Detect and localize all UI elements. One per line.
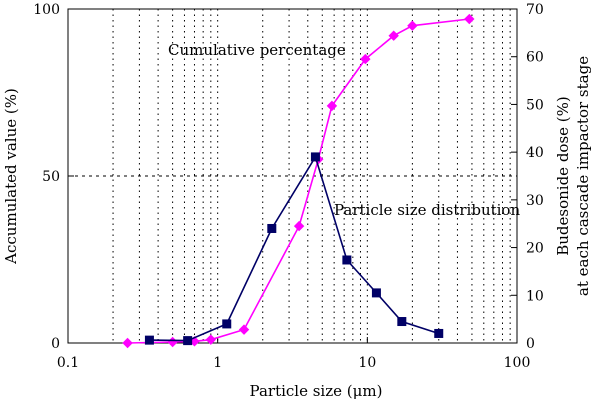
- y-right-axis-title-line1: Budesonide dose (%): [554, 96, 572, 256]
- axes: [67, 8, 518, 344]
- data-point-diamond: [407, 20, 418, 31]
- series-layer: [122, 13, 475, 349]
- data-point-diamond: [293, 220, 305, 232]
- y-right-tick-label: 50: [526, 97, 544, 113]
- y-left-tick-label: 0: [51, 336, 60, 352]
- y-right-tick-label: 20: [526, 241, 544, 257]
- x-tick-label: 0.1: [57, 355, 79, 371]
- data-point-square: [310, 152, 320, 162]
- data-point-square: [144, 335, 154, 345]
- series-cumulative: [122, 13, 475, 349]
- data-point-diamond: [360, 53, 371, 65]
- series-label-cumulative: Cumulative percentage: [168, 41, 346, 59]
- data-point-diamond: [326, 100, 338, 112]
- y-right-tick-label: 60: [526, 50, 544, 66]
- y-right-tick-label: 70: [526, 2, 544, 18]
- data-point-diamond: [388, 30, 399, 41]
- data-point-square: [342, 255, 352, 265]
- y-left-axis-title: Accumulated value (%): [2, 88, 20, 265]
- x-tick-label: 10: [358, 355, 376, 371]
- data-point-square: [397, 317, 407, 327]
- y-left-tick-label: 100: [33, 2, 60, 18]
- data-point-diamond: [167, 336, 178, 348]
- grid: [68, 9, 517, 343]
- y-right-tick-label: 40: [526, 145, 544, 161]
- data-point-square: [267, 223, 277, 233]
- series-label-distribution: Particle size distribution: [334, 201, 520, 219]
- tick-labels: 0.1 1 10 100 0 50 100 0 10 20 30 40 50 60 70: [33, 2, 544, 371]
- y-right-axis-title-line2: at each cascade impactor stage: [574, 56, 592, 296]
- series-line: [149, 154, 439, 342]
- x-tick-label: 100: [504, 355, 531, 371]
- y-left-tick-label: 50: [42, 169, 60, 185]
- data-point-diamond: [122, 337, 133, 349]
- x-tick-label: 1: [213, 355, 222, 371]
- data-point-diamond: [464, 13, 475, 25]
- data-point-diamond: [238, 324, 250, 335]
- data-point-square: [434, 328, 444, 338]
- y-right-tick-label: 10: [526, 288, 544, 304]
- series-line: [127, 18, 470, 344]
- x-axis-title: Particle size (μm): [250, 382, 383, 400]
- y-right-tick-label: 30: [526, 193, 544, 209]
- data-point-square: [371, 288, 381, 298]
- data-point-square: [222, 319, 232, 329]
- data-point-square: [183, 336, 193, 346]
- data-point-diamond: [205, 334, 217, 345]
- y-right-tick-label: 0: [526, 336, 535, 352]
- series-distribution: [144, 152, 444, 346]
